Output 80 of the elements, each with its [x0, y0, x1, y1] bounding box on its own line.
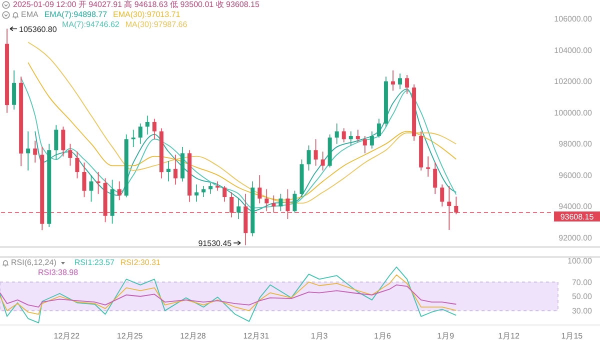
candlestick [12, 70, 16, 110]
line-series [0, 284, 457, 308]
text: EMA(30):97013.71 [113, 10, 180, 20]
text: MA(7):94746.62 [62, 20, 120, 30]
y-tick-label: 50.00 [572, 292, 593, 302]
candlestick [390, 70, 395, 92]
x-tick-label: 1月12 [498, 332, 520, 341]
candlestick [173, 154, 178, 185]
candlestick [26, 130, 30, 171]
candlestick [202, 186, 206, 198]
y-tick-label: 92000.00 [558, 233, 593, 242]
y-tick-label: 106000.00 [554, 14, 593, 24]
x-tick-label: 12月22 [54, 332, 80, 341]
candlestick [314, 138, 318, 166]
candlestick [426, 156, 430, 178]
x-tick-label: 1月9 [437, 332, 455, 341]
candlestick [306, 144, 311, 171]
x-tick-label: 12月25 [116, 332, 144, 341]
y-tick-label: 98000.00 [558, 140, 593, 149]
candlestick [440, 184, 444, 207]
candlestick [370, 130, 374, 149]
candlestick [96, 172, 100, 194]
annotation: EMA [21, 10, 38, 20]
y-tick-label: 104000.00 [554, 46, 593, 55]
candlestick [68, 143, 72, 166]
candlestick [398, 73, 402, 90]
candlestick [75, 151, 80, 179]
text: RSI3:38.98 [38, 268, 78, 278]
ref-line-label: 93608.15 [560, 212, 594, 222]
candlestick [145, 115, 150, 135]
candlestick [222, 186, 227, 202]
candlestick [278, 193, 283, 212]
candlestick [342, 128, 346, 143]
candlestick [362, 136, 367, 154]
candlestick [131, 129, 136, 148]
y-tick-label: 30.00 [572, 306, 593, 316]
candlestick [117, 180, 122, 201]
candlestick [54, 124, 58, 160]
candlestick [33, 140, 38, 164]
candlestick [433, 162, 438, 194]
candlestick [264, 188, 269, 212]
text: EMA(7):94898.77 [44, 10, 108, 20]
candlestick [89, 174, 94, 202]
candlestick [152, 118, 156, 140]
candlestick [194, 184, 198, 202]
y-tick-label: 70.00 [572, 278, 593, 287]
candlestick [405, 74, 410, 94]
candlestick [236, 198, 241, 220]
y-tick-label: 100000.00 [554, 108, 593, 118]
candlestick [292, 190, 297, 214]
candlestick [61, 126, 66, 157]
text: RSI2:30.31 [120, 258, 160, 268]
candlestick [216, 180, 220, 192]
candlestick [320, 151, 325, 171]
annotation: 105360.80 [19, 24, 58, 34]
x-tick-label: 1月15 [561, 332, 584, 341]
text: MA(30):97987.66 [125, 20, 188, 30]
candlestick [348, 130, 353, 146]
candlestick [376, 118, 381, 138]
candlestick [258, 174, 262, 204]
y-tick-label: 96000.00 [558, 170, 593, 180]
line-series [0, 266, 457, 324]
annotation: 91530.45 [198, 238, 232, 248]
y-tick-label: 100.00 [568, 256, 593, 266]
x-tick-label: 12月28 [180, 332, 206, 341]
candlestick [138, 123, 142, 144]
chart-title: RSI(6,12,24) [11, 258, 56, 268]
line-series [0, 274, 457, 315]
candlestick [208, 182, 213, 194]
x-tick-label: 1月3 [310, 332, 328, 341]
annotation: 2025-01-09 12:00 开 94027.91 高 94618.63 低 93500.01 收 93608.15 [13, 0, 260, 10]
candlestick [166, 160, 170, 182]
y-tick-label: 94000.00 [558, 202, 593, 212]
x-tick-label: 1月6 [374, 332, 392, 341]
y-tick-label: 102000.00 [554, 77, 593, 86]
candlestick [356, 129, 360, 143]
candlestick [334, 123, 339, 144]
text: RSI1:23.57 [74, 258, 114, 268]
x-tick-label: 12月31 [243, 332, 270, 341]
candlestick [82, 162, 86, 198]
